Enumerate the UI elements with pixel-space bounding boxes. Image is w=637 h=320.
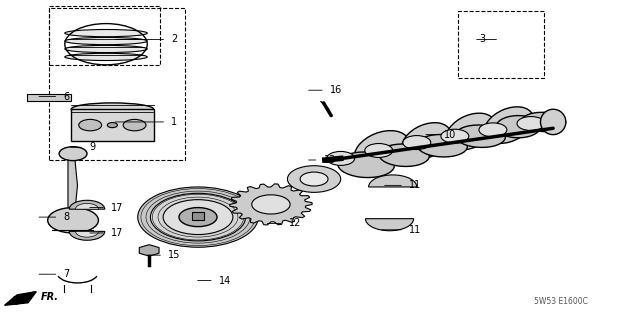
Ellipse shape [446,113,496,150]
Circle shape [365,143,392,157]
Wedge shape [366,219,413,231]
Text: 7: 7 [64,269,70,279]
Text: 6: 6 [64,92,69,101]
Circle shape [479,123,507,137]
Polygon shape [4,292,36,305]
Circle shape [163,200,233,235]
Polygon shape [230,184,312,225]
Ellipse shape [540,109,566,135]
Ellipse shape [402,123,451,159]
Circle shape [252,195,290,214]
Ellipse shape [71,103,154,116]
Circle shape [138,187,258,247]
Circle shape [287,166,341,192]
Circle shape [107,123,117,128]
Wedge shape [75,231,99,237]
Wedge shape [75,204,99,209]
Wedge shape [69,200,104,209]
Ellipse shape [65,45,147,52]
Text: 3: 3 [479,35,485,44]
FancyBboxPatch shape [71,109,154,141]
Circle shape [79,119,101,131]
Polygon shape [140,245,159,256]
Circle shape [179,208,217,227]
Ellipse shape [65,53,147,60]
Text: 9: 9 [89,142,95,152]
Text: 2: 2 [171,35,178,44]
Text: 5W53 E1600C: 5W53 E1600C [534,297,588,306]
Wedge shape [369,175,417,187]
Circle shape [517,116,545,131]
Wedge shape [69,231,104,240]
Ellipse shape [338,152,394,178]
Text: 8: 8 [64,212,69,222]
Text: 1: 1 [171,117,178,127]
Circle shape [59,147,87,161]
Ellipse shape [354,131,410,170]
Text: 17: 17 [111,203,124,212]
Circle shape [441,129,469,143]
Text: 14: 14 [219,276,231,285]
Polygon shape [68,154,78,217]
FancyBboxPatch shape [27,94,71,101]
FancyBboxPatch shape [192,212,204,220]
Circle shape [403,136,431,149]
Circle shape [327,151,355,165]
Text: 11: 11 [409,180,422,190]
Ellipse shape [417,134,468,157]
Text: 15: 15 [168,250,180,260]
Circle shape [48,208,99,233]
Text: FR.: FR. [41,292,59,302]
Circle shape [150,193,246,241]
Text: 12: 12 [289,219,301,228]
Circle shape [300,172,328,186]
Text: 16: 16 [330,85,342,95]
Ellipse shape [484,107,533,143]
Text: 11: 11 [409,225,422,235]
Ellipse shape [496,116,540,138]
Ellipse shape [379,144,429,166]
Ellipse shape [522,112,566,132]
Ellipse shape [65,29,147,37]
Text: 13: 13 [324,155,336,165]
Ellipse shape [65,37,147,45]
Text: 17: 17 [111,228,124,238]
Ellipse shape [455,125,505,148]
Circle shape [123,119,146,131]
Text: 10: 10 [444,130,456,140]
